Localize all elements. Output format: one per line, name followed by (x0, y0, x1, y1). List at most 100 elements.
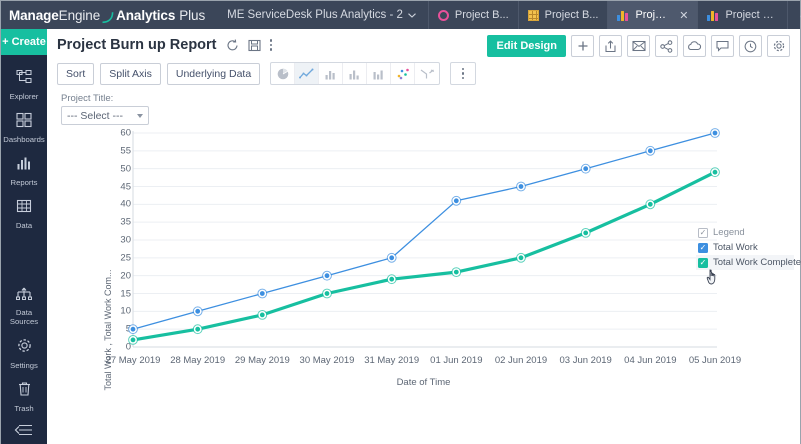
report-title-row: Project Burn up Report (57, 37, 790, 53)
pie-chart-icon[interactable] (271, 63, 296, 84)
y-axis-tick: 35 (120, 216, 131, 228)
plus-icon: + (2, 36, 9, 48)
x-axis-tick: 28 May 2019 (170, 355, 226, 366)
more-options-icon[interactable] (269, 39, 273, 51)
save-icon[interactable] (247, 39, 261, 52)
chart-type-group (270, 62, 441, 85)
legend-item-label: Total Work Completed (713, 257, 801, 268)
x-axis-label: Date of Time (396, 377, 451, 388)
line-chart-icon[interactable] (295, 63, 320, 84)
legend-item-label: Total Work (713, 242, 758, 253)
sidebar-item-label: Dashboards (3, 135, 45, 144)
x-axis-tick: 03 Jun 2019 (559, 355, 612, 366)
sidebar-spacer (1, 235, 47, 271)
refresh-icon[interactable] (226, 39, 239, 52)
sidebar-item-label: Settings (10, 361, 38, 370)
filter-bar: Project Title: --- Select --- (47, 85, 800, 125)
sidebar-item-label: Data Sources (9, 308, 39, 326)
brand-swoosh-icon (101, 11, 114, 24)
x-axis-tick: 31 May 2019 (364, 355, 420, 366)
sidebar-item-reports[interactable]: Reports (1, 149, 47, 192)
legend-item-total-work[interactable]: Total Work (696, 240, 794, 255)
chart-canvas: Total Work , Total Work Com... 0 5 10 15 20 2… (47, 125, 801, 444)
settings-gear-icon (16, 337, 33, 359)
cloud-icon[interactable] (683, 35, 706, 57)
tab-project-burnup-1[interactable]: Project B... (429, 1, 519, 29)
y-axis-tick: 20 (120, 270, 131, 282)
create-label: Create (11, 36, 46, 48)
underlying-data-button[interactable]: Underlying Data (166, 62, 261, 85)
y-axis-tick: 60 (120, 127, 131, 139)
split-axis-button[interactable]: Split Axis (100, 62, 161, 85)
y-axis-tick: 40 (120, 198, 131, 210)
sidebar: + Create Explorer Dashboards Reports (1, 29, 47, 444)
toolbar-more-group (450, 62, 477, 85)
funnel-chart-icon[interactable] (415, 63, 439, 84)
legend-item-total-work-completed[interactable]: Total Work Completed (696, 255, 801, 285)
data-table-icon (16, 198, 32, 219)
legend-toggle-checkbox[interactable] (698, 227, 708, 238)
sidebar-item-data-sources[interactable]: Data Sources (1, 279, 47, 331)
workspace-selector[interactable]: ME ServiceDesk Plus Analytics - 2 (215, 1, 429, 29)
close-icon[interactable]: ✕ (679, 9, 689, 22)
stacked-bar-chart-icon[interactable] (343, 63, 368, 84)
sidebar-item-label: Explorer (9, 92, 39, 101)
report-actions: Edit Design (487, 35, 790, 57)
y-axis-tick: 10 (120, 305, 131, 317)
email-icon[interactable] (627, 35, 650, 57)
sidebar-item-settings[interactable]: Settings (1, 331, 47, 375)
y-axis-tick: 55 (120, 145, 131, 157)
chart-toolbar: Sort Split Axis Underlying Data (47, 53, 800, 85)
comment-icon[interactable] (711, 35, 734, 57)
bar-chart-icon[interactable] (319, 63, 344, 84)
tab-project-burnup-3-active[interactable]: Project B... ✕ (608, 1, 699, 29)
brand-part-4: Plus (179, 7, 206, 23)
brand-part-1: Manage (9, 7, 59, 23)
brand-part-3: Analytics (116, 7, 176, 23)
y-axis-tick: 50 (120, 163, 131, 175)
x-axis-tick: 27 May 2019 (105, 355, 161, 366)
sidebar-item-label: Trash (14, 404, 34, 413)
y-axis-tick: 0 (125, 341, 131, 353)
page-title: Project Burn up Report (57, 37, 217, 53)
settings-gear-icon[interactable] (767, 35, 790, 57)
sidebar-item-data[interactable]: Data (1, 192, 47, 235)
sort-button[interactable]: Sort (57, 62, 95, 85)
collapse-sidebar-icon[interactable] (14, 418, 34, 444)
chevron-down-icon (137, 113, 143, 118)
main-content: Project Burn up Report Edit Design (47, 29, 801, 444)
explorer-icon (16, 69, 33, 90)
trash-icon (17, 381, 32, 402)
sidebar-item-label: Reports (10, 178, 38, 187)
tab-label: Project B... (454, 9, 509, 21)
y-axis-tick: 30 (120, 234, 131, 246)
create-button[interactable]: + Create (1, 29, 47, 55)
sidebar-item-label: Data (15, 221, 33, 230)
x-axis-tick: 04 Jun 2019 (624, 355, 677, 366)
sidebar-item-dashboards[interactable]: Dashboards (1, 106, 47, 149)
legend-header[interactable]: Legend (696, 225, 794, 240)
x-axis-tick: 01 Jun 2019 (430, 355, 483, 366)
reports-icon (16, 155, 32, 176)
share-icon[interactable] (655, 35, 678, 57)
export-icon[interactable] (599, 35, 622, 57)
add-icon[interactable] (571, 35, 594, 57)
sidebar-item-explorer[interactable]: Explorer (1, 63, 47, 106)
data-sources-icon (15, 285, 33, 306)
bar-chart-icon (707, 10, 719, 21)
schedule-clock-icon[interactable] (739, 35, 762, 57)
x-axis-tick: 30 May 2019 (299, 355, 355, 366)
more-options-icon[interactable] (451, 63, 475, 84)
y-axis-tick: 45 (120, 181, 131, 192)
mouse-cursor-icon (706, 269, 720, 289)
edit-design-button[interactable]: Edit Design (487, 35, 566, 57)
prev-tab-icon[interactable]: ‹ (796, 8, 801, 23)
legend-checkbox[interactable] (698, 242, 708, 253)
legend-checkbox[interactable] (698, 257, 708, 268)
grouped-bar-chart-icon[interactable] (367, 63, 392, 84)
tab-project-burnup-2[interactable]: Project B... (519, 1, 609, 29)
tab-project-burnup-4[interactable]: Project B... (698, 1, 789, 29)
sidebar-item-trash[interactable]: Trash (1, 375, 47, 418)
project-title-select[interactable]: --- Select --- (61, 106, 149, 125)
scatter-chart-icon[interactable] (391, 63, 416, 84)
